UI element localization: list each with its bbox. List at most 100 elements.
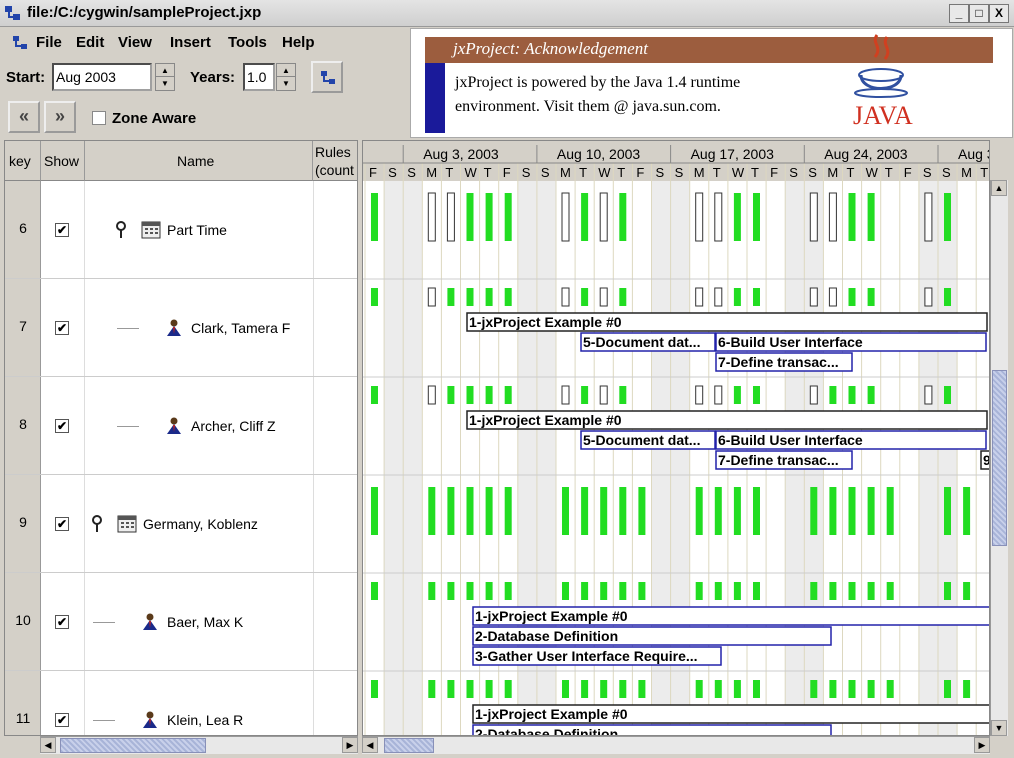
chart-vertical-scrollbar[interactable]: ▲ ▼ (990, 180, 1008, 736)
row-key: 6 (19, 220, 27, 236)
row-name[interactable]: Archer, Cliff Z (191, 418, 276, 434)
header-show[interactable]: Show (41, 141, 85, 181)
header-key[interactable]: key (5, 141, 41, 181)
show-checkbox[interactable]: ✔ (55, 419, 69, 433)
table-row[interactable]: 11 ✔ Klein, Lea R (5, 671, 357, 735)
scroll-right-arrow[interactable]: ▶ (342, 737, 358, 753)
zone-aware-label: Zone Aware (112, 110, 197, 127)
row-type-icon (165, 319, 183, 340)
row-key: 9 (19, 514, 27, 530)
previous-button[interactable]: « (8, 101, 40, 133)
availability-outline (714, 192, 723, 242)
availability-bar (581, 288, 589, 306)
scroll-up-arrow[interactable]: ▲ (991, 180, 1007, 196)
task-bar (472, 606, 989, 626)
task-bar (580, 332, 716, 352)
show-checkbox[interactable]: ✔ (55, 615, 69, 629)
next-button[interactable]: » (44, 101, 76, 133)
availability-outline (695, 385, 704, 405)
show-checkbox[interactable]: ✔ (55, 713, 69, 727)
scroll-down-arrow[interactable]: ▼ (991, 720, 1007, 736)
row-type-icon (141, 613, 159, 634)
tree-connector (117, 426, 139, 427)
zone-aware-checkbox[interactable] (92, 111, 106, 125)
menu-file[interactable]: File (36, 34, 62, 51)
menu-view[interactable]: View (118, 34, 152, 51)
scroll-left-arrow[interactable]: ◀ (40, 737, 56, 753)
availability-outline (599, 385, 608, 405)
row-name[interactable]: Part Time (167, 222, 227, 238)
availability-bar (619, 680, 627, 698)
availability-bar (619, 193, 627, 241)
table-row[interactable]: 6 ✔ Part Time (5, 181, 357, 279)
availability-bar (447, 487, 455, 535)
availability-bar (428, 582, 436, 600)
show-checkbox[interactable]: ✔ (55, 517, 69, 531)
row-name[interactable]: Baer, Max K (167, 614, 244, 630)
availability-bar (619, 288, 627, 306)
row-key: 7 (19, 318, 27, 334)
row-key-cell: 9 (5, 475, 41, 572)
day-label: T (579, 165, 587, 180)
header-rules[interactable]: Rules (count (313, 141, 357, 181)
availability-bar (466, 288, 474, 306)
scroll-right-arrow[interactable]: ▶ (974, 737, 990, 753)
table-row[interactable]: 7 ✔ Clark, Tamera F (5, 279, 357, 377)
day-label: W (732, 165, 745, 180)
row-name[interactable]: Klein, Lea R (167, 712, 244, 728)
show-checkbox[interactable]: ✔ (55, 321, 69, 335)
task-label: 6-Build User Interface (718, 334, 863, 350)
show-checkbox[interactable]: ✔ (55, 223, 69, 237)
start-spinner[interactable]: ▲ ▼ (155, 63, 175, 91)
chart-horizontal-scrollbar[interactable]: ◀ ▶ (362, 736, 990, 754)
grid-horizontal-scrollbar[interactable]: ◀ ▶ (40, 736, 358, 754)
row-name[interactable]: Clark, Tamera F (191, 320, 291, 336)
table-row[interactable]: 8 ✔ Archer, Cliff Z (5, 377, 357, 475)
grid-scroll-thumb[interactable] (60, 738, 206, 753)
day-label: S (541, 165, 550, 180)
title-bar[interactable]: file:/C:/cygwin/sampleProject.jxp _ □ X (0, 0, 1014, 27)
menu-help[interactable]: Help (282, 34, 315, 51)
menu-tools[interactable]: Tools (228, 34, 267, 51)
availability-bar (753, 288, 760, 306)
availability-bar (447, 680, 455, 698)
maximize-button[interactable]: □ (969, 4, 989, 23)
availability-bar (944, 680, 951, 698)
apply-range-button[interactable] (311, 61, 343, 93)
start-input[interactable]: Aug 2003 (52, 63, 152, 91)
chart-scroll-thumb[interactable] (384, 738, 434, 753)
availability-bar (753, 386, 760, 404)
menu-insert[interactable]: Insert (170, 34, 211, 51)
project-icon (321, 71, 335, 84)
table-row[interactable]: 9 ✔ Germany, Koblenz (5, 475, 357, 573)
close-button[interactable]: X (989, 4, 1009, 23)
vertical-scroll-thumb[interactable] (992, 370, 1007, 546)
scroll-left-arrow[interactable]: ◀ (362, 737, 378, 753)
show-cell: ✔ (41, 279, 85, 376)
day-label: T (484, 165, 492, 180)
day-label: W (866, 165, 879, 180)
availability-bar (829, 386, 837, 404)
minimize-button[interactable]: _ (949, 4, 969, 23)
years-spinner[interactable]: ▲ ▼ (276, 63, 296, 91)
availability-bar (485, 386, 493, 404)
day-label: S (522, 165, 531, 180)
task-bar (715, 450, 853, 470)
table-row[interactable]: 10 ✔ Baer, Max K (5, 573, 357, 671)
availability-bar (562, 582, 569, 600)
menu-edit[interactable]: Edit (76, 34, 105, 51)
row-name[interactable]: Germany, Koblenz (143, 516, 258, 532)
day-label: F (770, 165, 778, 180)
gantt-chart[interactable]: F S S M T W T F S S M T W T F S S M T W T F S S M T W T F S S M T Aug 3, … (362, 140, 990, 736)
availability-bar (504, 193, 512, 241)
availability-bar (619, 582, 627, 600)
years-input[interactable]: 1.0 (243, 63, 275, 91)
availability-bar (504, 487, 512, 535)
header-name[interactable]: Name (85, 141, 313, 181)
availability-bar (466, 582, 474, 600)
row-key-cell: 7 (5, 279, 41, 376)
task-label: 7-Define transac... (718, 354, 839, 370)
pin-icon (116, 221, 126, 238)
years-label: Years: (190, 69, 236, 86)
